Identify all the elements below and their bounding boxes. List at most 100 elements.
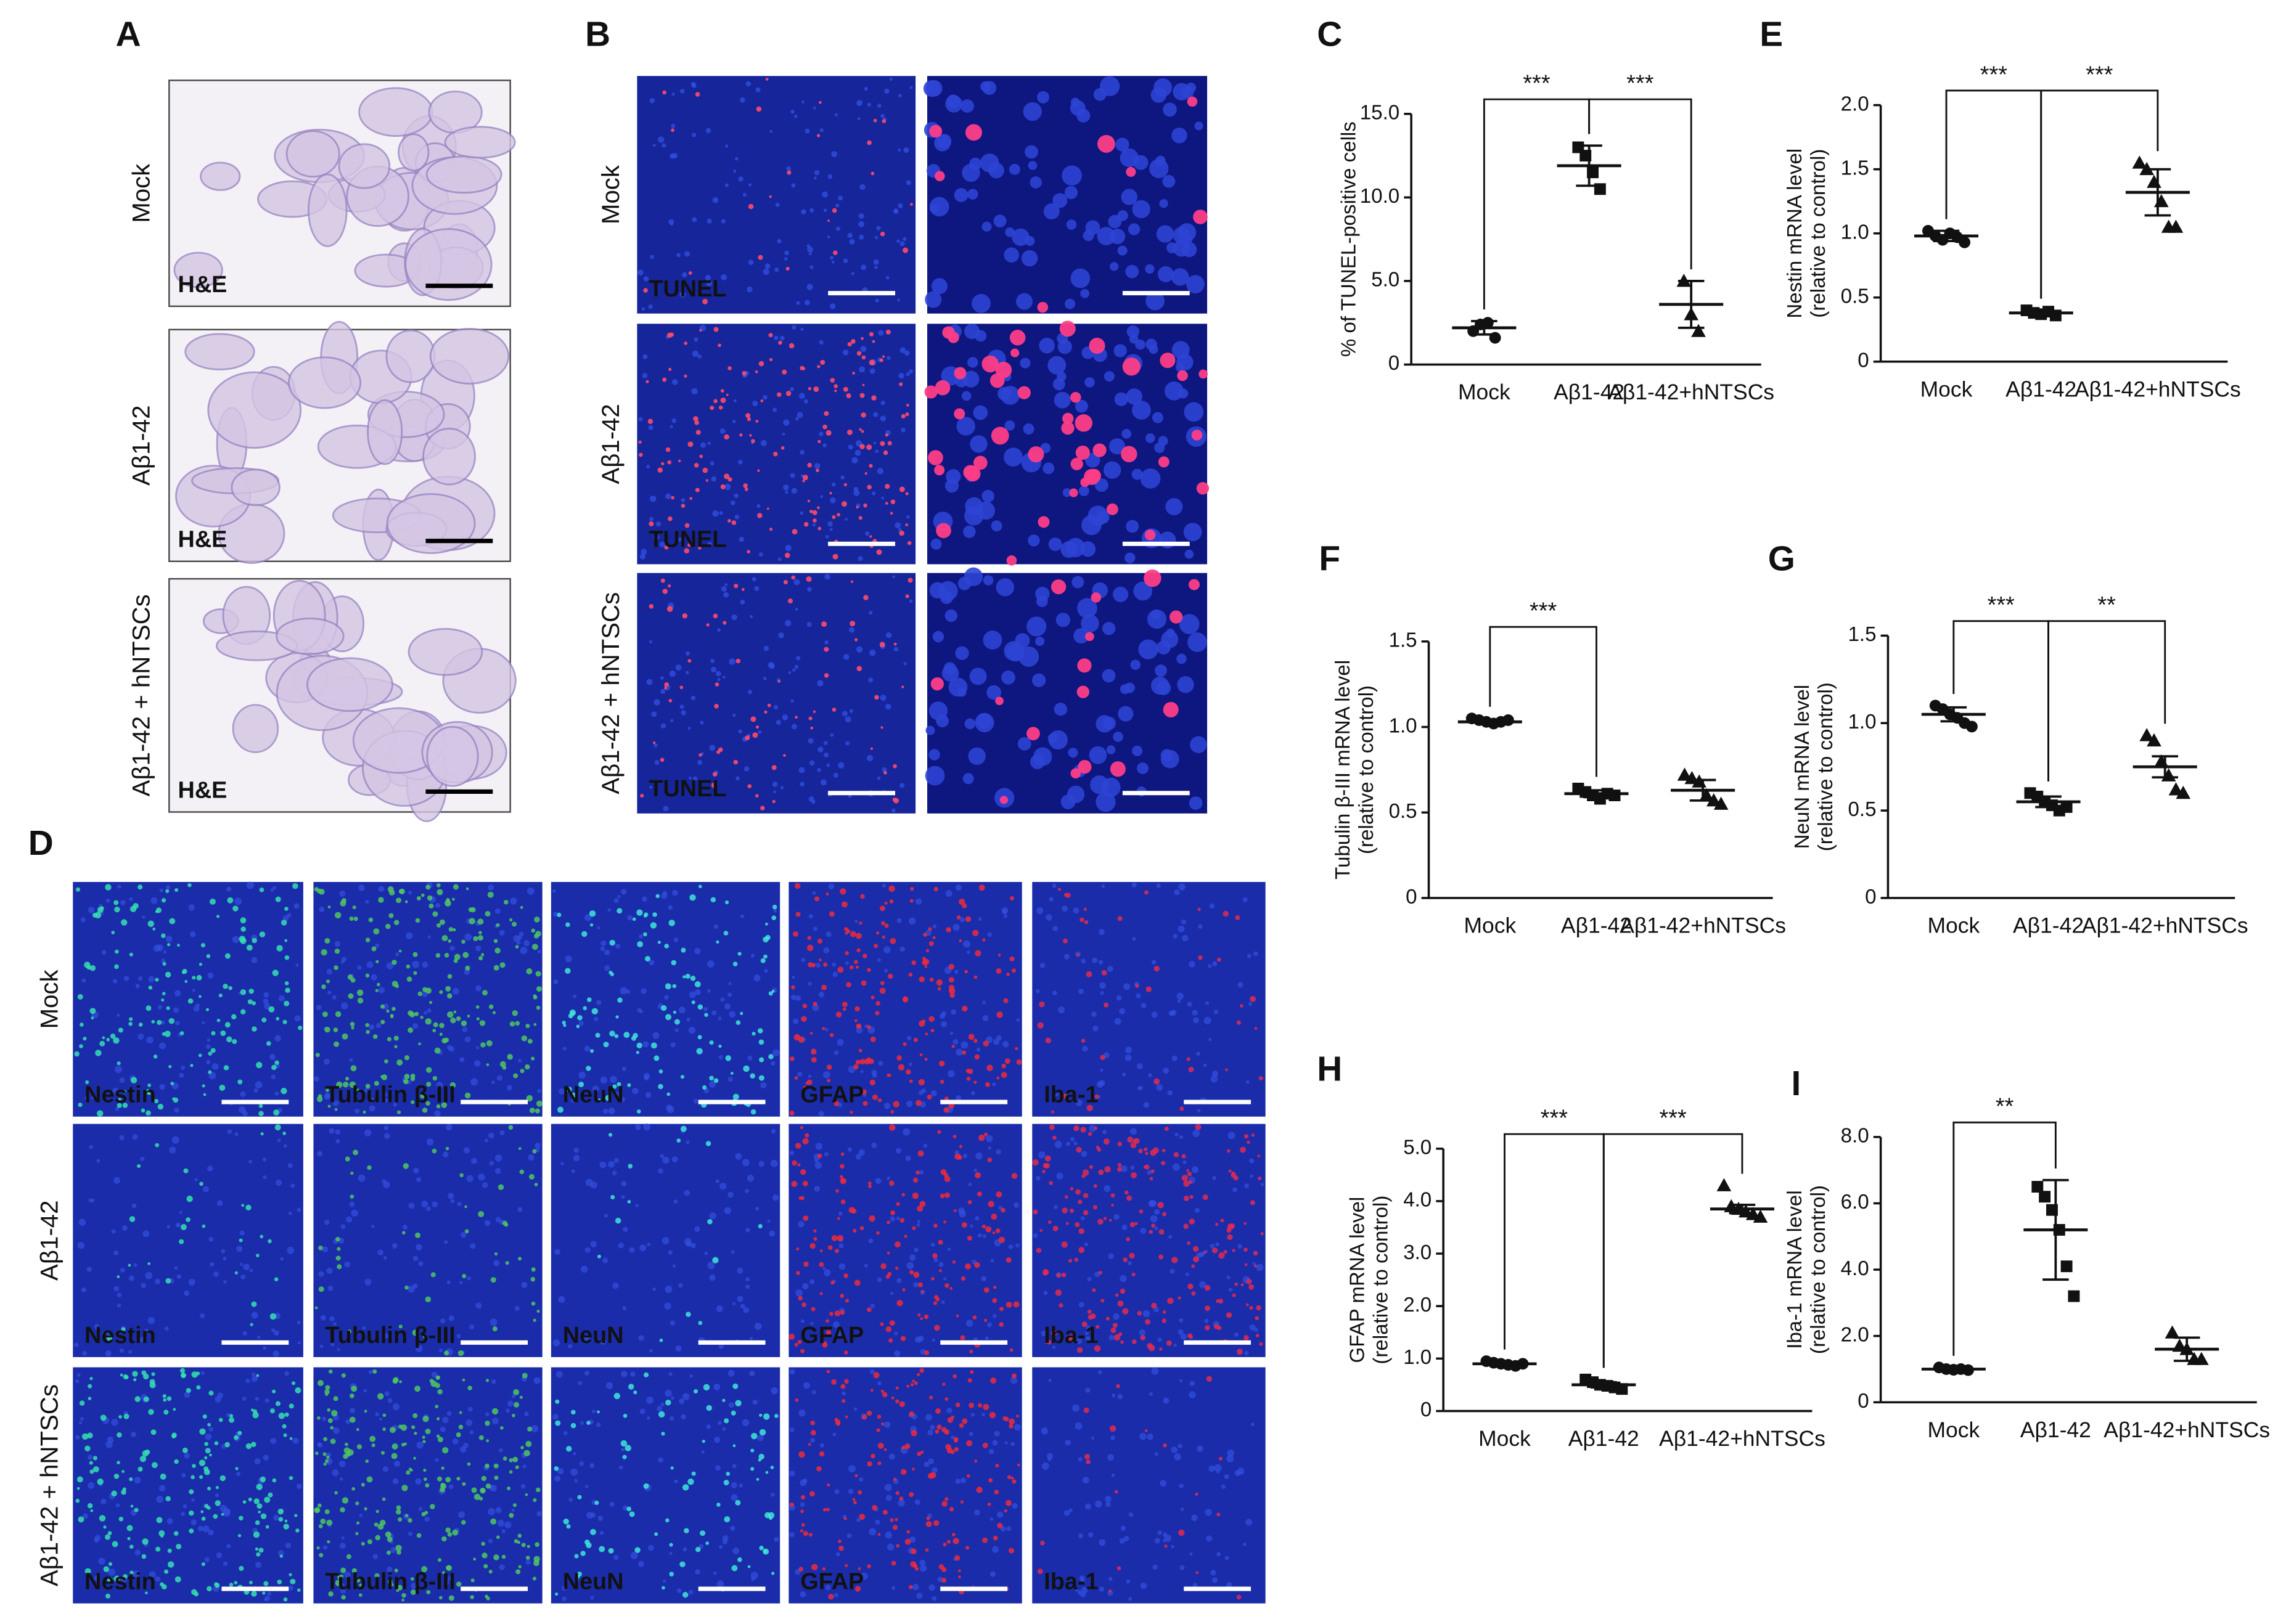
stain-dot xyxy=(819,1451,825,1457)
stain-dot xyxy=(584,1045,591,1052)
stain-dot xyxy=(895,1491,899,1495)
stain-dot xyxy=(1087,1276,1092,1281)
stain-dot xyxy=(179,1031,184,1035)
stain-dot xyxy=(620,1096,626,1103)
stain-dot xyxy=(263,992,269,998)
stain-dot xyxy=(1141,1003,1147,1008)
stain-dot xyxy=(666,606,673,612)
stain-dot xyxy=(383,1125,389,1130)
stain-dot xyxy=(142,1450,149,1457)
stain-dot xyxy=(445,1477,451,1483)
stain-dot xyxy=(1125,1047,1133,1054)
stain-dot xyxy=(935,1297,940,1302)
stain-dot xyxy=(812,510,817,515)
stain-dot xyxy=(1173,934,1178,939)
stain-dot xyxy=(1011,1373,1017,1379)
stain-dot xyxy=(813,106,816,110)
if-image xyxy=(789,1124,1022,1357)
stain-dot xyxy=(1117,1141,1122,1146)
stain-dot xyxy=(580,1551,586,1556)
stain-dot xyxy=(887,356,891,361)
stain-dot xyxy=(609,1030,615,1037)
stain-dot xyxy=(842,1337,847,1342)
stain-dot xyxy=(494,1154,502,1162)
y-tick-label: 6.0 xyxy=(1841,1191,1869,1214)
stain-dot xyxy=(668,367,672,371)
stain-dot xyxy=(840,1152,845,1156)
stain-dot xyxy=(1171,1055,1178,1061)
stain-dot xyxy=(653,743,658,748)
stain-dot xyxy=(214,1441,219,1446)
stain-dot xyxy=(1102,716,1116,730)
stain-dot xyxy=(446,1124,453,1131)
stain-dot xyxy=(1126,1579,1131,1584)
stain-dot xyxy=(568,1344,573,1349)
y-tick-label: 2.0 xyxy=(1403,1294,1432,1316)
stain-dot xyxy=(191,1498,195,1502)
stain-dot xyxy=(534,1183,538,1186)
tissue xyxy=(426,725,479,787)
stain-label: Nestin xyxy=(84,1323,156,1349)
stain-dot xyxy=(1218,1299,1224,1304)
stain-dot xyxy=(571,1092,577,1098)
stain-dot xyxy=(843,654,850,660)
stain-dot xyxy=(290,1578,296,1585)
stain-dot xyxy=(525,1024,530,1029)
stain-dot xyxy=(905,492,909,496)
stain-dot xyxy=(961,1222,967,1228)
stain-dot xyxy=(1128,223,1141,235)
stain-dot xyxy=(442,1447,449,1454)
stain-dot xyxy=(684,251,690,257)
stain-dot xyxy=(630,1371,636,1377)
stain-dot xyxy=(822,1267,826,1270)
stain-dot xyxy=(436,1104,441,1109)
stain-dot xyxy=(909,1491,914,1497)
stain-dot xyxy=(812,1390,816,1395)
stain-dot xyxy=(659,541,666,547)
stain-dot xyxy=(661,1432,665,1436)
stain-dot xyxy=(707,1262,715,1270)
stain-dot xyxy=(535,1542,539,1547)
stain-dot xyxy=(533,1498,537,1502)
stain-dot xyxy=(982,1537,988,1543)
stain-dot xyxy=(659,1338,663,1342)
stain-dot xyxy=(464,1092,471,1099)
stain-dot xyxy=(508,1125,514,1130)
stain-dot xyxy=(164,1569,169,1574)
stain-dot xyxy=(425,1429,431,1435)
stain-dot xyxy=(414,1011,419,1016)
stain-dot xyxy=(845,1564,848,1567)
stain-dot xyxy=(868,1185,872,1188)
stain-dot xyxy=(163,1398,167,1402)
stain-dot xyxy=(162,1393,166,1398)
stain-dot xyxy=(353,1577,356,1580)
stain-dot xyxy=(1070,1136,1075,1141)
stain-dot xyxy=(439,1348,443,1353)
stain-dot xyxy=(835,1421,841,1426)
stain-dot xyxy=(817,680,824,687)
stain-dot xyxy=(912,1467,915,1471)
stain-dot xyxy=(372,1554,378,1559)
stain-dot xyxy=(903,662,907,666)
stain-dot xyxy=(869,611,873,615)
stain-dot xyxy=(454,953,461,960)
stain-dot xyxy=(887,973,893,979)
stain-dot xyxy=(449,945,455,951)
stain-dot xyxy=(954,1555,961,1561)
stain-dot xyxy=(983,630,1002,650)
stain-dot xyxy=(145,1591,148,1594)
stain-dot xyxy=(335,1580,342,1586)
stain-dot xyxy=(988,1449,994,1455)
stain-dot xyxy=(350,1408,356,1414)
stain-dot xyxy=(843,1517,847,1520)
stain-dot xyxy=(146,1036,154,1044)
stain-dot xyxy=(890,1210,895,1215)
stain-dot xyxy=(367,1539,372,1544)
stain-dot xyxy=(856,351,862,356)
stain-dot xyxy=(256,1503,263,1509)
stain-dot xyxy=(959,1145,963,1148)
stain-dot xyxy=(928,927,932,931)
y-tick-label: 10.0 xyxy=(1360,185,1399,208)
stain-dot xyxy=(1186,83,1197,93)
